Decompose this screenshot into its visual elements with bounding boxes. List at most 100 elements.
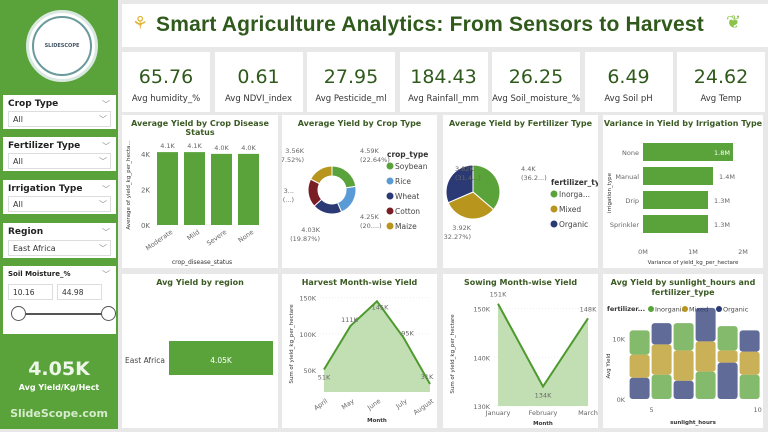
slider-min-handle[interactable] (11, 306, 26, 321)
bar (184, 152, 205, 225)
kpi-label: Avg Rainfall_mm (408, 94, 479, 104)
legend-item: Maize (395, 222, 417, 231)
data-label: 145K (372, 303, 389, 311)
filter-label: Crop Type (8, 99, 59, 109)
y-tick: 130K (473, 403, 490, 411)
chevron-down-icon: ﹀ (99, 157, 107, 166)
filter-crop-type: Crop Type ﹀ All ﹀ (3, 95, 116, 129)
data-label: (32.27%) (443, 233, 471, 241)
x-axis-label: crop_disease_status (172, 259, 232, 266)
x-axis-label: Month (533, 421, 553, 427)
kpi-card: 0.61 Avg NDVI_index (214, 52, 303, 112)
chevron-down-icon[interactable]: ﹀ (102, 228, 110, 237)
min-input[interactable]: 10.16 (8, 284, 53, 300)
data-label: 4.59K (360, 147, 379, 155)
crop-type-dropdown[interactable]: All ﹀ (8, 111, 111, 127)
data-label: 4.1K (160, 142, 175, 150)
header: ⚘ Smart Agriculture Analytics: From Sens… (122, 4, 768, 47)
filter-label: Fertilizer Type (8, 141, 81, 151)
legend-item: Cotton (395, 207, 420, 216)
chevron-down-icon: ﹀ (99, 200, 107, 209)
ribbon-segment (651, 374, 672, 399)
data-label: 1.4M (719, 173, 735, 181)
ribbon-segment (673, 323, 694, 351)
legend-marker (648, 306, 654, 312)
y-axis-label: irrigation_type (607, 172, 613, 213)
chevron-down-icon[interactable]: ﹀ (102, 100, 110, 109)
filter-irrigation-type: Irrigation Type ﹀ All ﹀ (3, 180, 116, 214)
slider-max-handle[interactable] (101, 306, 116, 321)
kpi-value: 26.25 (508, 66, 564, 88)
slider-track[interactable] (17, 313, 107, 315)
y-tick: Manual (615, 173, 639, 181)
logo: SLIDESCOPE (26, 10, 98, 82)
data-label: 31K (421, 373, 434, 381)
legend-item: Wheat (395, 192, 419, 201)
series-line (497, 303, 589, 389)
x-tick: February (529, 409, 558, 417)
y-tick: 150K (473, 306, 490, 314)
filter-label: Irrigation Type (8, 184, 83, 194)
ribbon-segment (629, 377, 650, 399)
region-dropdown[interactable]: East Africa ﹀ (8, 240, 111, 256)
irrigation-type-dropdown[interactable]: All ﹀ (8, 196, 111, 212)
x-tick: July (394, 397, 409, 411)
data-label: 51K (318, 373, 331, 381)
legend-item: Organic (559, 220, 588, 229)
chart-title: Avg Yield by sunlight_hours and fertiliz… (610, 278, 756, 297)
data-label: 4.25K (360, 213, 379, 221)
x-axis-label: Month (367, 418, 387, 424)
legend-title: fertilizer... (607, 305, 645, 313)
chart-title: Average Yield by Crop Disease Status (131, 119, 269, 137)
y-tick: None (622, 149, 639, 157)
kpi-label: Avg Temp (700, 94, 742, 104)
y-tick: East Africa (125, 356, 165, 365)
chevron-down-icon[interactable]: ﹀ (102, 185, 110, 194)
x-tick: None (237, 228, 255, 244)
bar (157, 152, 178, 225)
filter-region: Region ﹀ East Africa ﹀ (3, 223, 116, 258)
kpi-card: 24.62 Avg Temp (677, 52, 765, 112)
chevron-down-icon[interactable]: ﹀ (102, 142, 110, 151)
pie-slice (472, 164, 501, 211)
ribbon-segment (673, 350, 694, 381)
data-label: 1.8M (714, 149, 730, 157)
dropdown-value: All (13, 157, 23, 166)
y-tick: 100K (299, 331, 316, 339)
x-tick: 5 (650, 406, 654, 414)
y-tick: 0K (141, 222, 150, 230)
data-label: 4.03K (301, 226, 320, 234)
chart-fertilizer-type: Average Yield by Fertilizer Type fertiliz… (441, 115, 608, 268)
data-label: 3.82K (455, 165, 474, 173)
ribbon-segment (651, 323, 672, 345)
ribbon-segment (739, 351, 760, 375)
legend-marker (682, 306, 688, 312)
y-tick: 2K (141, 186, 150, 194)
y-axis-label: Average of yield_kg_per_hecta... (126, 140, 132, 230)
legend-item: Organic (723, 306, 749, 314)
data-label: 3... (284, 187, 294, 195)
ribbon-segment (629, 354, 650, 378)
chevron-down-icon[interactable]: ﹀ (102, 270, 110, 279)
x-tick: 10 (753, 406, 761, 414)
chart-sunlight-ribbon: Avg Yield by sunlight_hours and fertiliz… (603, 274, 763, 428)
fertilizer-type-dropdown[interactable]: All ﹀ (8, 153, 111, 169)
page-title: Smart Agriculture Analytics: From Sensor… (156, 13, 704, 36)
bar (211, 153, 232, 225)
kpi-value: 27.95 (323, 66, 379, 88)
y-tick: 50K (303, 367, 316, 375)
data-label: (20....) (360, 222, 382, 230)
max-input[interactable]: 44.98 (57, 284, 102, 300)
legend-marker (550, 205, 558, 213)
chart-title: Average Yield by Crop Type (297, 119, 422, 128)
kpi-label: Avg NDVI_index (224, 94, 293, 104)
x-tick: January (485, 409, 511, 417)
x-tick: March (578, 409, 598, 417)
legend-item: Inorganic (655, 306, 686, 314)
ribbon-segment (739, 330, 760, 352)
kpi-card: 26.25 Avg Soil_moisture_% (492, 52, 580, 112)
filter-label: Region (8, 227, 44, 237)
x-axis-label: Variance of yield_kg_per_hectare (648, 260, 739, 266)
kpi-card: 65.76 Avg humidity_% (122, 52, 210, 112)
y-tick: 4K (141, 151, 150, 159)
